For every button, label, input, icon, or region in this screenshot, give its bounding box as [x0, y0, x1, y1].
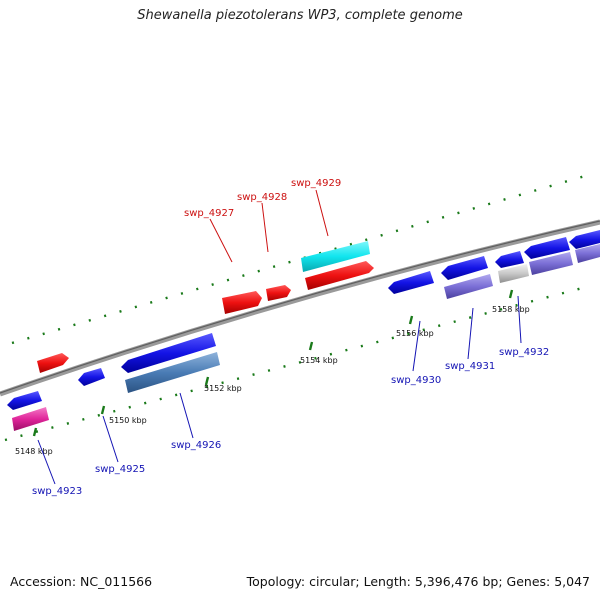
gene-forward-unlabeled[interactable]: [37, 353, 69, 373]
gene-swp-4930[interactable]: [388, 271, 434, 294]
feature-swp-4923-magenta[interactable]: [12, 407, 49, 431]
leader-swp-4930: [412, 320, 421, 372]
gene-swp-4928[interactable]: [266, 285, 291, 301]
reverse-leaders: [37, 295, 522, 485]
genome-backbone-highlight: [0, 220, 600, 394]
label-swp-4926: swp_4926: [171, 440, 221, 451]
label-swp-4931: swp_4931: [445, 361, 495, 372]
map-title: Shewanella piezotolerans WP3, complete g…: [137, 8, 463, 23]
gene-swp-4925[interactable]: [78, 368, 105, 386]
gene-swp-4926[interactable]: [121, 333, 216, 373]
major-ticks: [32, 289, 514, 437]
gene-reverse-extra-1[interactable]: [524, 237, 570, 259]
feature-swp-4932-gray[interactable]: [498, 264, 529, 283]
leader-swp-4926: [179, 392, 194, 439]
label-swp-4925: swp_4925: [95, 464, 145, 475]
outer-tick-track: [11, 174, 586, 345]
gene-swp-4923[interactable]: [7, 391, 42, 410]
genome-backbone: [0, 219, 600, 397]
gene-swp-4927[interactable]: [222, 291, 262, 314]
scale-label-5154: 5154 kbp: [300, 356, 338, 365]
major-tick: [32, 427, 38, 437]
major-tick: [508, 289, 514, 299]
label-swp-4927: swp_4927: [184, 208, 234, 219]
label-swp-4928: swp_4928: [237, 192, 287, 203]
leader-swp-4932: [517, 295, 522, 344]
label-swp-4930: swp_4930: [391, 375, 441, 386]
feature-swp-4931-lavender[interactable]: [444, 274, 493, 299]
gene-swp-4929[interactable]: [305, 261, 374, 290]
feature-swp-4929-cyan[interactable]: [301, 241, 370, 272]
label-swp-4932: swp_4932: [499, 347, 549, 358]
leader-swp-4923: [37, 439, 56, 485]
label-swp-4923: swp_4923: [32, 486, 82, 497]
leader-swp-4929: [315, 189, 329, 237]
major-tick: [308, 341, 314, 351]
leader-swp-4927: [209, 218, 233, 263]
feature-lavender-extra-1[interactable]: [529, 252, 573, 275]
scale-label-5148: 5148 kbp: [15, 447, 53, 456]
topology-text: Topology: circular; Length: 5,396,476 bp…: [246, 574, 590, 589]
scale-label-5156: 5156 kbp: [396, 329, 434, 338]
gene-swp-4932[interactable]: [495, 251, 524, 268]
scale-label-5158: 5158 kbp: [492, 305, 530, 314]
major-tick: [100, 405, 106, 415]
leader-swp-4928: [261, 202, 269, 253]
feature-swp-4926-steel[interactable]: [125, 352, 220, 393]
scale-label-5152: 5152 kbp: [204, 384, 242, 393]
feature-lavender-extra-2[interactable]: [575, 244, 600, 263]
gene-swp-4931[interactable]: [441, 256, 488, 280]
label-swp-4929: swp_4929: [291, 178, 341, 189]
gene-reverse-extra-2[interactable]: [569, 230, 600, 249]
forward-leaders: [209, 189, 329, 263]
leader-swp-4931: [467, 307, 474, 360]
scale-label-5150: 5150 kbp: [109, 416, 147, 425]
major-tick: [408, 315, 414, 325]
accession-text: Accession: NC_011566: [10, 574, 153, 589]
major-tick: [204, 376, 210, 386]
leader-swp-4925: [102, 415, 119, 463]
